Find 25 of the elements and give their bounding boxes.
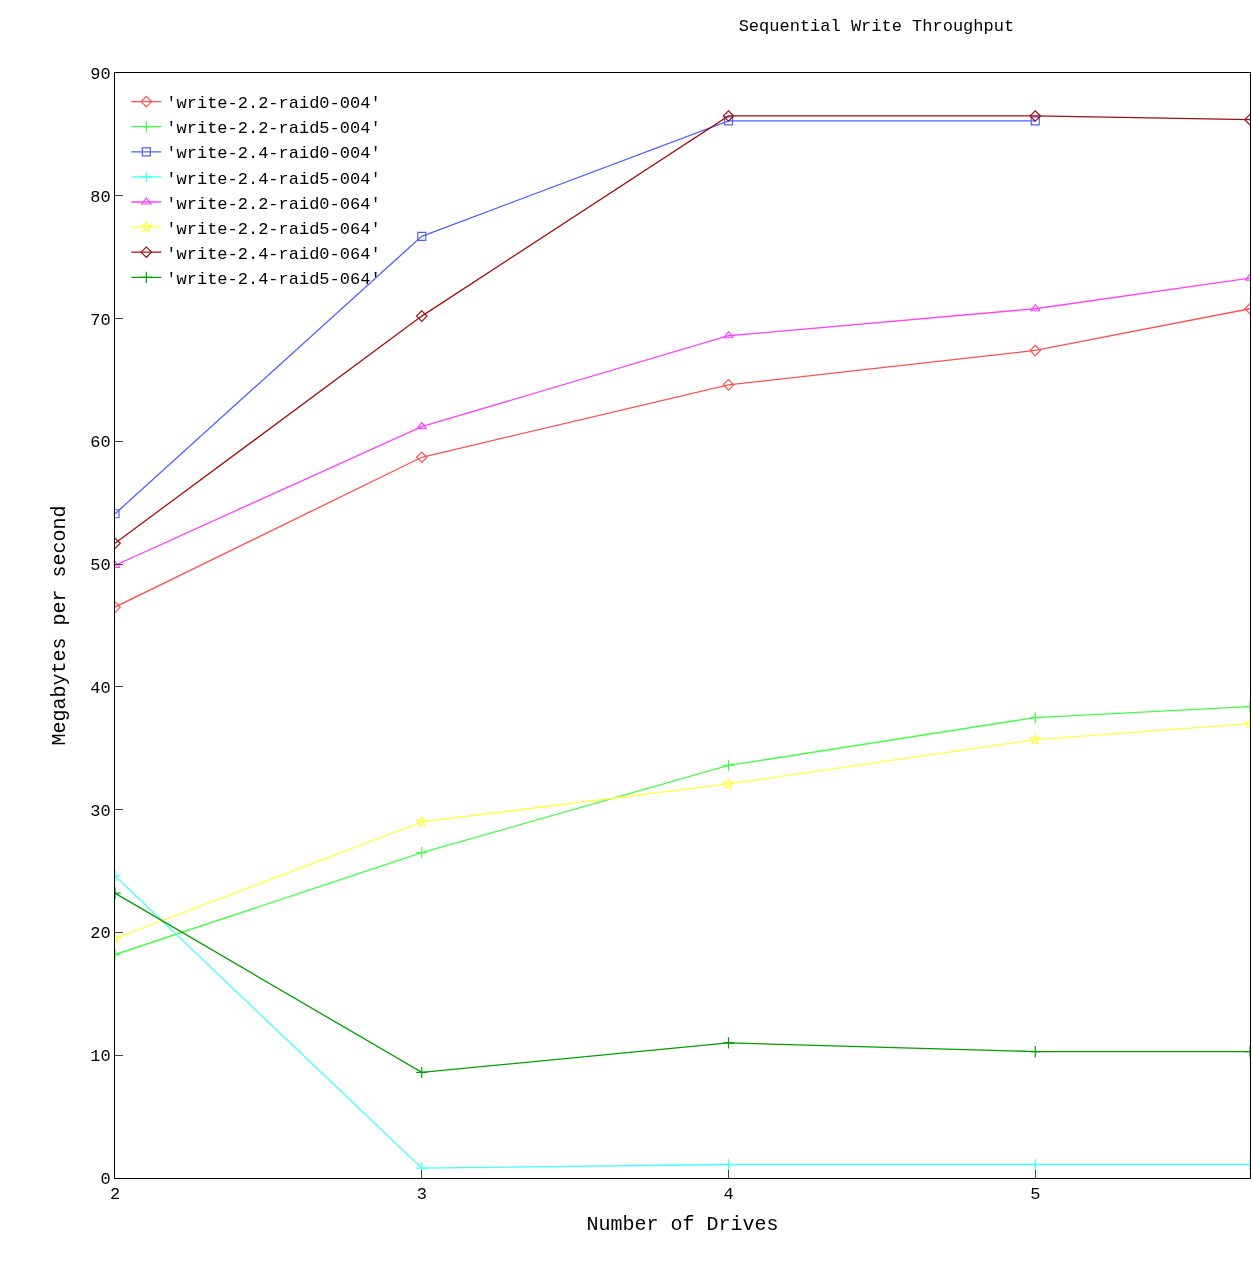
y-tick-label: 70 (90, 310, 111, 330)
y-tick-label: 10 (90, 1047, 111, 1067)
y-axis-title: Megabytes per second (48, 505, 71, 746)
x-axis-title: Number of Drives (586, 1212, 779, 1236)
chart-title: Sequential Write Throughput (738, 16, 1015, 36)
legend-label: 'write-2.2-raid5-064' (166, 219, 381, 239)
x-tick-label: 2 (109, 1185, 121, 1205)
y-tick-label: 0 (100, 1169, 111, 1189)
y-tick-label: 50 (90, 556, 111, 576)
x-tick-label: 4 (723, 1185, 734, 1205)
y-tick-label: 60 (90, 433, 111, 453)
legend-label: 'write-2.4-raid5-004' (166, 169, 381, 189)
y-tick-label: 90 (90, 64, 111, 84)
y-tick-label: 20 (90, 924, 111, 944)
legend-label: 'write-2.2-raid0-064' (166, 194, 381, 214)
x-tick-label: 3 (416, 1185, 427, 1205)
legend-label: 'write-2.2-raid0-004' (166, 94, 381, 114)
legend-label: 'write-2.2-raid5-004' (166, 119, 381, 139)
y-tick-label: 30 (90, 801, 111, 821)
y-tick-label: 80 (90, 187, 111, 207)
x-tick-label: 5 (1030, 1185, 1041, 1205)
legend-label: 'write-2.4-raid0-004' (166, 144, 381, 164)
legend-label: 'write-2.4-raid0-064' (166, 244, 381, 264)
legend-label: 'write-2.4-raid5-064' (166, 269, 381, 289)
y-tick-label: 40 (90, 678, 111, 698)
